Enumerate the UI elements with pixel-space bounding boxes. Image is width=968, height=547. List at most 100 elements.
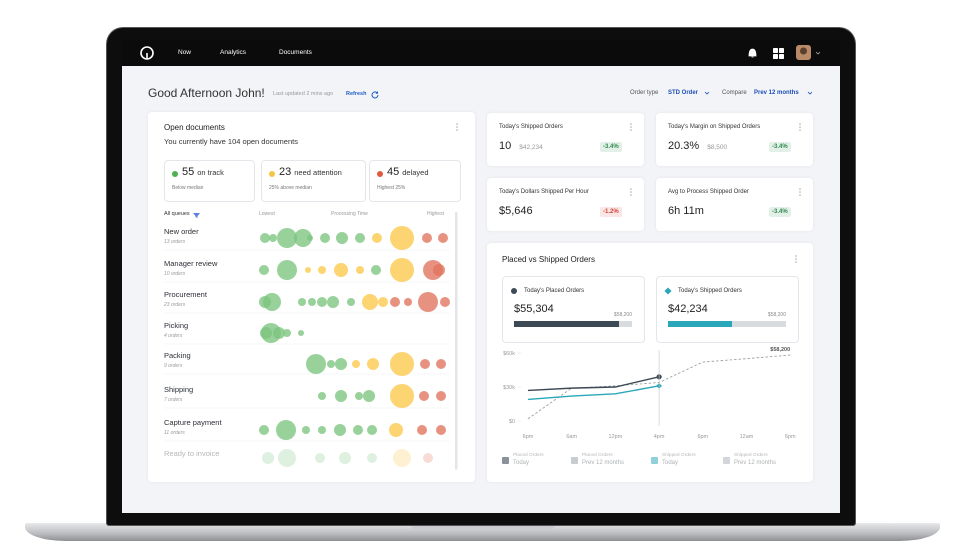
x-tick-label: 12am	[740, 434, 754, 440]
bubble	[335, 358, 347, 370]
kpi-compare: $42,234	[519, 144, 543, 151]
more-menu	[799, 126, 801, 128]
nav-link[interactable]: Analytics	[220, 49, 247, 56]
queue-filter[interactable]: All queues	[164, 211, 190, 217]
bubble	[390, 258, 414, 282]
bubble	[417, 425, 427, 435]
bubble	[306, 354, 326, 374]
summary-label: on track	[197, 168, 224, 177]
kpi-value-line: 10 $42,234	[499, 141, 543, 152]
summary-line: 55 on track	[182, 167, 224, 178]
kpi-change: -3.4%	[600, 142, 622, 152]
nav-link[interactable]: Now	[178, 49, 192, 56]
order-type-dropdown[interactable]: STD Order	[668, 90, 699, 96]
kpi-change: -1.2%	[600, 207, 622, 217]
bubble	[367, 453, 377, 463]
queue-count: 4 orders	[164, 333, 183, 339]
bubble	[353, 425, 363, 435]
kpi-change: -3.4%	[769, 207, 791, 217]
legend-checkbox	[571, 457, 578, 464]
kpi-value-line: $5,646	[499, 206, 533, 217]
more-menu	[456, 129, 458, 131]
laptop-notch	[410, 523, 556, 529]
card-target: $58,200	[767, 312, 786, 318]
kpi-card	[487, 178, 644, 231]
chevron	[815, 51, 821, 55]
refresh-button[interactable]: Refresh	[346, 91, 367, 97]
legend-dot	[511, 288, 517, 294]
status-dot	[377, 171, 383, 177]
more-menu	[630, 188, 632, 190]
bubble	[371, 265, 381, 275]
more-menu	[799, 129, 801, 131]
scale-label: Lowest	[259, 211, 275, 217]
kpi-card	[656, 178, 813, 231]
nav-bar	[122, 40, 840, 66]
bubble	[302, 426, 310, 434]
more-menu	[799, 123, 801, 125]
kpi-change: -3.4%	[769, 142, 791, 152]
bubble	[390, 297, 400, 307]
bubble	[262, 452, 274, 464]
bubble	[378, 297, 388, 307]
legend-name: Shipped Orders	[662, 453, 696, 458]
panel-title: Open documents	[164, 123, 225, 132]
x-tick-label: 6pm	[697, 434, 708, 440]
summary-card	[261, 160, 366, 202]
more-menu	[799, 188, 801, 190]
bubble	[308, 298, 316, 306]
apps-icon	[779, 54, 784, 59]
bubble	[334, 263, 348, 277]
queue-count: 10 orders	[164, 271, 186, 277]
total-card	[502, 276, 645, 343]
scrollbar	[455, 212, 458, 470]
bubble	[294, 229, 312, 247]
bubble	[390, 352, 414, 376]
nav-link[interactable]: Documents	[279, 49, 312, 56]
kpi-card	[487, 113, 644, 166]
queue-name: Packing	[164, 351, 191, 360]
more-menu	[456, 126, 458, 128]
kpi-value: 20.3%	[668, 140, 700, 152]
bubble	[336, 232, 348, 244]
more-menu	[456, 123, 458, 125]
summary-line: 23 need attention	[279, 167, 342, 178]
summary-card	[369, 160, 461, 202]
line-series	[527, 385, 660, 401]
kpi-title: Avg to Process Shipped Order	[668, 189, 749, 195]
queue-count: 13 orders	[164, 239, 186, 245]
legend-name: Placed Orders	[582, 453, 613, 458]
bubble	[352, 360, 360, 368]
card-label: Today's Placed Orders	[524, 288, 585, 294]
kpi-value: 10	[499, 140, 512, 152]
bubble	[440, 297, 450, 307]
legend-checkbox	[651, 457, 658, 464]
bubble	[363, 390, 375, 402]
compare-dropdown[interactable]: Prev 12 months	[754, 90, 799, 96]
more-menu	[630, 129, 632, 131]
bubble	[277, 260, 297, 280]
x-tick-label: 6am	[566, 434, 577, 440]
bubble	[259, 425, 269, 435]
bubble	[347, 298, 355, 306]
x-tick-label: 12pm	[609, 434, 623, 440]
bubble	[390, 226, 414, 250]
summary-card	[164, 160, 255, 202]
summary-count: 55	[182, 166, 195, 178]
bubble	[418, 292, 438, 312]
bubble	[422, 233, 432, 243]
kpi-title: Today's Dollars Shipped Per Hour	[499, 189, 589, 195]
bubble	[436, 391, 446, 401]
kpi-card	[656, 113, 813, 166]
bubble	[362, 294, 378, 310]
kpi-value: 6h 11m	[668, 205, 704, 217]
last-updated: Last updated 2 mins ago	[273, 91, 334, 97]
summary-label: need attention	[294, 168, 342, 177]
bubble	[334, 424, 346, 436]
bubble	[278, 449, 296, 467]
refresh-icon	[371, 91, 379, 99]
legend-period: Today	[662, 460, 679, 466]
bubble	[318, 426, 326, 434]
